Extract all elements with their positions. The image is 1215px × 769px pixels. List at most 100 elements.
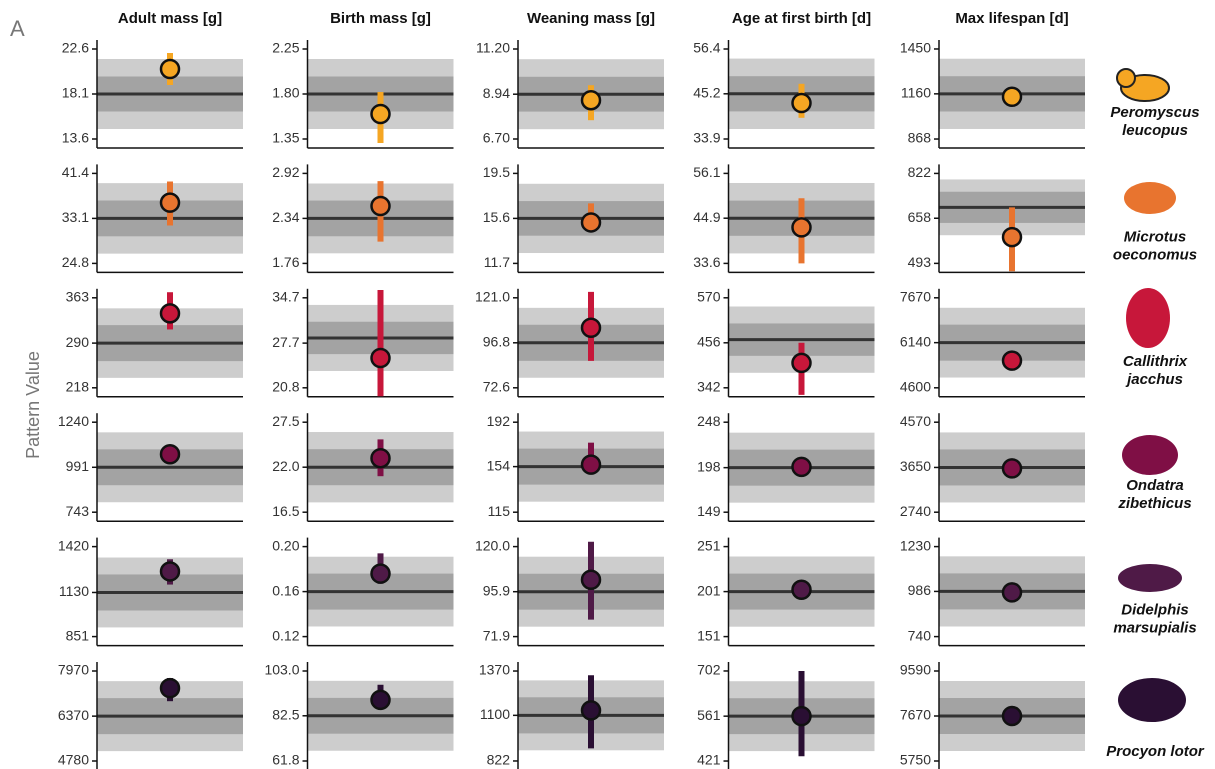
figure: A Pattern Value Adult mass [g]Birth mass… — [0, 0, 1215, 769]
y-tick-label: 1420 — [58, 537, 89, 553]
species-label: Ondatra — [1126, 477, 1184, 494]
y-tick-label: 0.20 — [272, 537, 299, 553]
y-tick-label: 702 — [697, 662, 721, 678]
y-tick-label: 7670 — [900, 289, 931, 305]
y-tick-label: 22.6 — [62, 40, 89, 56]
y-tick-label: 822 — [487, 752, 511, 768]
silhouette — [1124, 182, 1176, 214]
point — [793, 707, 811, 725]
species-label: Peromyscus — [1110, 104, 1199, 121]
y-tick-label: 61.8 — [272, 752, 299, 768]
point — [793, 218, 811, 236]
y-tick-label: 986 — [908, 582, 932, 598]
y-tick-label: 27.7 — [272, 334, 299, 350]
point — [372, 691, 390, 709]
point — [372, 349, 390, 367]
y-tick-label: 154 — [487, 457, 511, 473]
y-tick-label: 198 — [697, 458, 721, 474]
y-tick-label: 44.9 — [693, 209, 720, 225]
y-tick-label: 56.4 — [693, 40, 720, 56]
y-tick-label: 251 — [697, 537, 721, 553]
y-tick-label: 16.5 — [272, 503, 299, 519]
y-tick-label: 2.25 — [272, 40, 299, 56]
y-tick-label: 493 — [908, 254, 932, 270]
y-tick-label: 27.5 — [272, 413, 299, 429]
point — [372, 197, 390, 215]
y-tick-label: 95.9 — [483, 582, 510, 598]
y-tick-label: 658 — [908, 209, 932, 225]
point — [582, 456, 600, 474]
point — [161, 679, 179, 697]
y-tick-label: 71.9 — [483, 627, 510, 643]
y-tick-label: 4780 — [58, 752, 89, 768]
y-tick-label: 120.0 — [475, 537, 510, 553]
y-tick-label: 421 — [697, 752, 721, 768]
y-tick-label: 72.6 — [483, 379, 510, 395]
column-title: Max lifespan [d] — [955, 10, 1068, 27]
point — [1003, 88, 1021, 106]
y-tick-label: 9590 — [900, 662, 931, 678]
point — [372, 565, 390, 583]
y-tick-label: 4600 — [900, 379, 931, 395]
y-tick-label: 33.1 — [62, 209, 89, 225]
y-tick-label: 218 — [66, 379, 90, 395]
y-tick-label: 1230 — [900, 537, 931, 553]
y-tick-label: 1100 — [480, 706, 510, 722]
y-tick-label: 1240 — [58, 413, 89, 429]
y-tick-label: 34.7 — [272, 289, 299, 305]
species-label: Callithrix — [1123, 353, 1188, 370]
point — [1003, 228, 1021, 246]
y-tick-label: 1130 — [59, 583, 89, 599]
column-title: Adult mass [g] — [118, 10, 222, 27]
y-tick-label: 2.34 — [272, 209, 299, 225]
y-tick-label: 6370 — [58, 707, 89, 723]
y-tick-label: 456 — [697, 334, 721, 350]
y-tick-label: 45.2 — [693, 85, 720, 101]
point — [793, 94, 811, 112]
y-tick-label: 201 — [697, 582, 721, 598]
y-axis-label: Pattern Value — [23, 351, 43, 459]
y-tick-label: 82.5 — [272, 706, 299, 722]
y-tick-label: 1.80 — [272, 85, 299, 101]
y-tick-label: 743 — [66, 503, 90, 519]
y-tick-label: 11.20 — [476, 40, 510, 56]
y-tick-label: 22.0 — [272, 458, 299, 474]
y-tick-label: 19.5 — [483, 164, 510, 180]
y-tick-label: 96.8 — [483, 334, 510, 350]
point — [161, 562, 179, 580]
point — [1003, 583, 1021, 601]
y-tick-label: 2740 — [900, 503, 931, 519]
y-tick-label: 1.35 — [272, 130, 299, 146]
y-tick-label: 41.4 — [62, 164, 89, 180]
y-tick-label: 5750 — [900, 752, 931, 768]
y-tick-label: 8.94 — [483, 85, 510, 101]
silhouette — [1118, 678, 1186, 722]
y-tick-label: 18.1 — [62, 85, 89, 101]
point — [161, 60, 179, 78]
y-tick-label: 2.92 — [272, 164, 299, 180]
y-tick-label: 3650 — [900, 458, 931, 474]
y-tick-label: 7970 — [58, 662, 89, 678]
y-tick-label: 561 — [697, 707, 721, 723]
point — [582, 91, 600, 109]
point — [372, 449, 390, 467]
point — [1003, 352, 1021, 370]
species-label: jacchus — [1125, 371, 1183, 388]
column-title: Birth mass [g] — [330, 10, 431, 27]
y-tick-label: 11.7 — [484, 254, 510, 270]
silhouette — [1122, 435, 1178, 475]
point — [1003, 459, 1021, 477]
y-tick-label: 1.76 — [272, 254, 299, 270]
y-tick-label: 24.8 — [62, 254, 89, 270]
y-tick-label: 1450 — [900, 40, 931, 56]
y-tick-label: 991 — [66, 458, 90, 474]
point — [582, 319, 600, 337]
species-label: oeconomus — [1113, 246, 1197, 263]
silhouette — [1126, 288, 1170, 348]
point — [582, 213, 600, 231]
y-tick-label: 33.6 — [693, 254, 720, 270]
y-tick-label: 7670 — [900, 707, 931, 723]
point — [793, 458, 811, 476]
y-tick-label: 1370 — [479, 662, 510, 678]
y-tick-label: 33.9 — [693, 130, 720, 146]
